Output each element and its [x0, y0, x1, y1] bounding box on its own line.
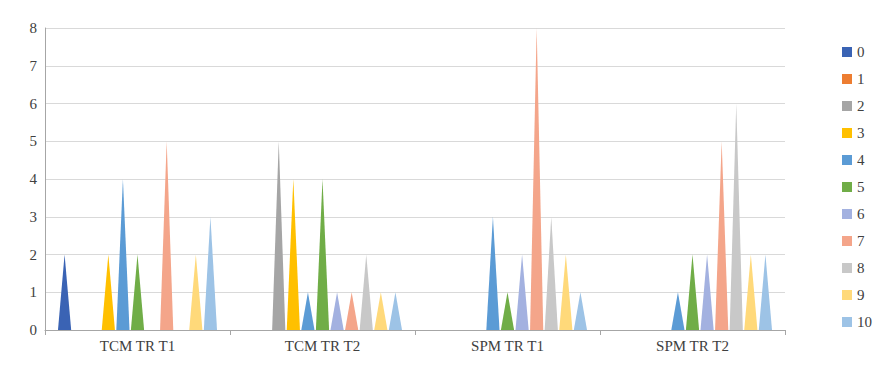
svg-text:3: 3: [30, 209, 38, 225]
svg-text:SPM TR T1: SPM TR T1: [471, 338, 544, 354]
svg-text:9: 9: [857, 287, 865, 303]
svg-text:10: 10: [857, 314, 872, 330]
svg-text:2: 2: [857, 98, 865, 114]
svg-text:7: 7: [30, 58, 38, 74]
svg-text:8: 8: [857, 260, 865, 276]
svg-text:2: 2: [30, 247, 38, 263]
svg-text:TCM TR T2: TCM TR T2: [285, 338, 360, 354]
svg-text:1: 1: [857, 71, 865, 87]
svg-text:0: 0: [857, 44, 865, 60]
svg-text:5: 5: [30, 133, 38, 149]
svg-text:8: 8: [30, 20, 38, 36]
svg-text:6: 6: [857, 206, 865, 222]
svg-text:1: 1: [30, 284, 38, 300]
svg-text:3: 3: [857, 125, 865, 141]
svg-text:5: 5: [857, 179, 865, 195]
svg-text:4: 4: [30, 171, 38, 187]
svg-text:6: 6: [30, 96, 38, 112]
svg-text:0: 0: [30, 322, 38, 338]
svg-text:SPM TR T2: SPM TR T2: [656, 338, 729, 354]
svg-text:4: 4: [857, 152, 865, 168]
svg-text:7: 7: [857, 233, 865, 249]
svg-text:TCM TR T1: TCM TR T1: [100, 338, 175, 354]
